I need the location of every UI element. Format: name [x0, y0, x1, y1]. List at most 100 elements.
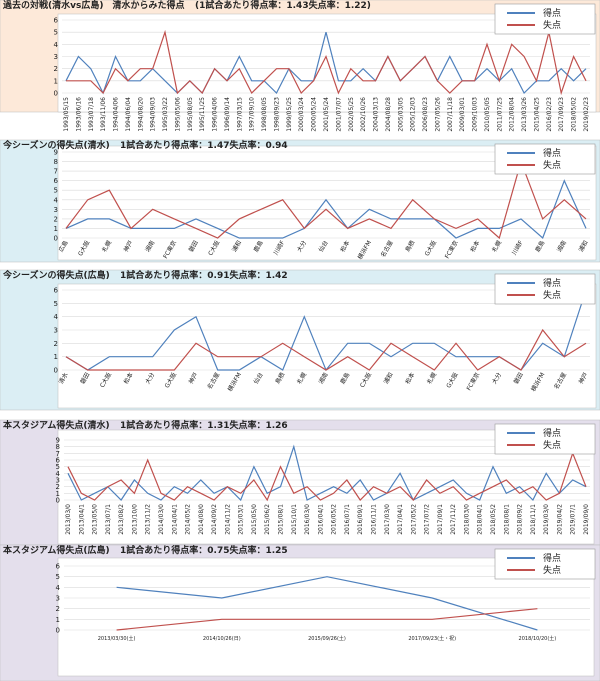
x-tick-label: 2002/10/26	[360, 97, 367, 132]
y-tick-label: 3	[56, 477, 60, 485]
legend-label: 失点	[543, 289, 561, 301]
y-tick-label: 2	[56, 483, 60, 491]
x-tick-label: 2013/07/1	[105, 504, 112, 535]
x-tick-label: 1993/06/16	[75, 97, 82, 132]
x-tick-label: 2018/03/0	[463, 504, 470, 535]
x-tick-label: 2013/10/0	[131, 504, 138, 535]
x-tick-label: 2017/03/0	[384, 504, 391, 535]
x-tick-label: 2016/05/2	[331, 504, 338, 535]
x-tick-label: 2007/11/18	[447, 97, 454, 132]
chart-subtitle: 1試合あたり得点率：1.31失点率：1.26	[120, 419, 288, 431]
chart-title: 過去の対戦(清水vs広島) 清水からみた得点	[2, 0, 184, 11]
y-tick-label: 3	[54, 53, 58, 61]
x-tick-label: 2018/09/2	[517, 504, 524, 535]
x-tick-label: 2005/03/05	[397, 97, 404, 132]
y-tick-label: 6	[56, 563, 61, 571]
x-tick-label: 2016/02/23	[546, 97, 553, 132]
x-tick-label: 2019/09/0	[583, 504, 590, 535]
chart-title: 本スタジアム得失点(清水)	[3, 419, 110, 431]
x-tick-label: 2014/04/1	[171, 504, 178, 535]
y-tick-label: 2	[54, 65, 58, 73]
series-line	[66, 29, 587, 96]
legend-box	[494, 548, 596, 580]
legend-label: 得点	[543, 427, 561, 439]
x-tick-label: 2013/03/30(土)	[98, 635, 136, 642]
x-tick-label: 2018/11/1	[530, 504, 537, 535]
legend-label: 得点	[543, 277, 561, 289]
legend-box	[494, 3, 596, 35]
y-tick-label: 0	[54, 367, 58, 375]
x-tick-label: 2014/08/0	[198, 504, 205, 535]
y-tick-label: 0	[54, 235, 58, 243]
x-tick-label: 2004/08/28	[385, 97, 392, 132]
x-tick-label: 2017/04/1	[397, 504, 404, 535]
y-tick-label: 1	[56, 490, 60, 498]
x-tick-label: 1996/09/14	[224, 97, 231, 132]
x-tick-label: 2015/06/2	[264, 504, 271, 535]
y-tick-label: 1	[54, 353, 58, 361]
legend-box	[494, 423, 596, 455]
x-tick-label: 2018/04/1	[477, 504, 484, 535]
x-tick-label: 2005/12/03	[410, 97, 417, 132]
chart-title: 本スタジアム得失点(広島)	[3, 544, 110, 556]
y-tick-label: 1	[56, 616, 60, 624]
x-tick-label: 2011/07/25	[496, 97, 503, 132]
x-tick-label: 2007/05/26	[434, 97, 441, 132]
x-tick-label: 2014/05/2	[185, 504, 192, 535]
y-tick-label: 3	[56, 595, 60, 603]
x-tick-label: 2014/03/0	[158, 504, 165, 535]
chart-subtitle: (1試合あたり得点率：1.43失点率：1.22)	[195, 0, 371, 11]
x-tick-label: 2016/09/1	[357, 504, 364, 535]
x-tick-label: 1994/08/20	[137, 97, 144, 132]
x-tick-label: 2015/08/1	[278, 504, 285, 535]
y-tick-label: 2	[56, 605, 60, 613]
x-tick-label: 2006/08/23	[422, 97, 429, 132]
legend-label: 得点	[543, 7, 561, 19]
chart-title: 今シーズンの得失点(清水)	[2, 139, 110, 151]
x-tick-label: 1994/04/06	[113, 97, 120, 132]
y-tick-label: 7	[56, 450, 60, 458]
x-tick-label: 2019/04/2	[556, 504, 563, 535]
x-tick-label: 1993/07/18	[88, 97, 95, 132]
x-tick-label: 2016/07/1	[344, 504, 351, 535]
y-tick-label: 0	[56, 497, 60, 505]
x-tick-label: 1993/11/06	[100, 97, 107, 132]
x-tick-label: 2016/04/1	[317, 504, 324, 535]
x-tick-label: 2017/09/23	[558, 97, 565, 132]
y-tick-label: 3	[54, 327, 58, 335]
x-tick-label: 2014/09/2	[211, 504, 218, 535]
y-tick-label: 6	[54, 287, 59, 295]
legend-box	[494, 273, 596, 305]
y-tick-label: 4	[54, 41, 59, 49]
legend-label: 失点	[543, 564, 561, 576]
x-tick-label: 2012/08/04	[509, 97, 516, 132]
x-tick-label: 1994/06/04	[125, 97, 132, 132]
chart-subtitle: 1試合あたり得点率：1.47失点率：0.94	[120, 139, 288, 151]
legend-label: 失点	[543, 439, 561, 451]
legend-label: 失点	[543, 159, 561, 171]
x-tick-label: 2019/03/0	[543, 504, 550, 535]
series-line	[116, 576, 538, 631]
y-tick-label: 6	[54, 17, 59, 25]
series-line	[65, 328, 587, 371]
x-tick-label: 2013/03/26	[521, 97, 528, 132]
x-tick-label: 2016/11/1	[370, 504, 377, 535]
x-tick-label: 2002/05/25	[348, 97, 355, 132]
x-tick-label: 2015/10/1	[291, 504, 298, 535]
y-tick-label: 4	[56, 470, 61, 478]
x-tick-label: 2019/02/23	[583, 97, 590, 132]
x-tick-label: 2017/11/2	[450, 504, 457, 535]
x-tick-label: 2001/05/24	[323, 97, 330, 132]
y-tick-label: 9	[56, 437, 60, 445]
x-tick-label: 2001/07/07	[335, 97, 342, 132]
x-tick-label: 2015/04/25	[533, 97, 540, 132]
x-tick-label: 2018/10/20(土)	[519, 635, 557, 642]
plot-background	[57, 283, 597, 409]
chart-subtitle: 1試合あたり得点率：0.75失点率：1.25	[120, 544, 288, 556]
x-tick-label: 2013/11/2	[145, 504, 152, 535]
y-tick-label: 2	[54, 215, 58, 223]
y-tick-label: 7	[54, 168, 58, 176]
series-line	[65, 179, 587, 240]
x-tick-label: 1997/09/10	[249, 97, 256, 132]
